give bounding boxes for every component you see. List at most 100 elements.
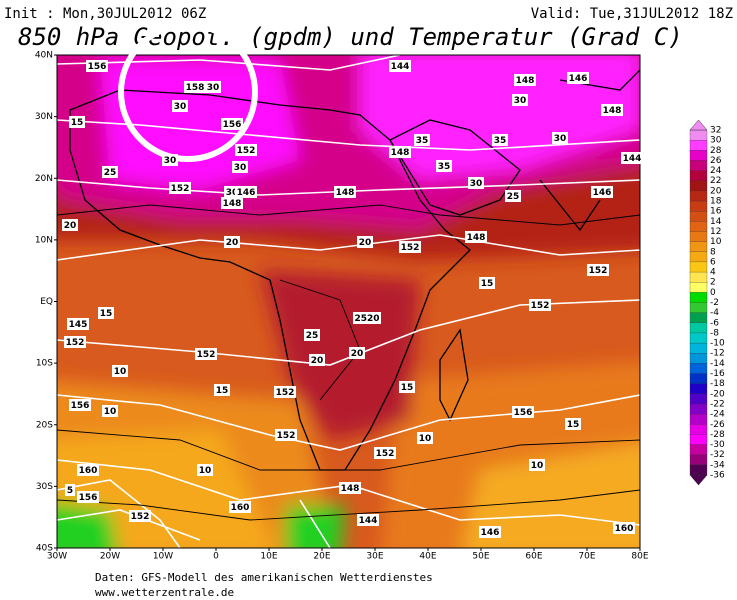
contour-label: 30	[164, 156, 177, 166]
contour-label: 5	[67, 486, 73, 496]
contour-label: 156	[71, 401, 90, 411]
contour-label: 30	[470, 179, 483, 189]
contour-label: 10	[199, 466, 212, 476]
contour-label: 30	[207, 83, 220, 93]
contour-label-box	[309, 354, 325, 366]
contour-label: 30	[554, 134, 567, 144]
contour-label-box	[334, 186, 356, 198]
contour-label-box	[172, 100, 188, 112]
contour-label: 152	[276, 388, 295, 398]
colorbar-band	[689, 444, 708, 456]
contour-label: 15	[216, 386, 229, 396]
lon-label: 30E	[366, 552, 383, 562]
contour-label: 35	[494, 136, 507, 146]
contour-label-box	[235, 186, 257, 198]
colorbar-label: -10	[710, 339, 725, 349]
contour-label-box	[567, 72, 589, 84]
colorbar-bottom-arrow	[689, 474, 708, 486]
colorbar-band	[689, 403, 708, 415]
contour-label: 146	[569, 74, 588, 84]
contour-label: 2520	[354, 314, 379, 324]
colorbar-band	[689, 393, 708, 405]
lat-label: 30S	[36, 482, 53, 492]
contour-label: 146	[481, 528, 500, 538]
contour-label-box	[77, 464, 99, 476]
contour-label: 30	[174, 102, 187, 112]
lon-label: 40E	[419, 552, 436, 562]
valid-time: Valid: Tue,31JUL2012 18Z	[531, 6, 733, 22]
contour-label-box	[275, 429, 297, 441]
colorbar-band	[689, 342, 708, 354]
colorbar-label: -16	[710, 369, 725, 379]
contour-label-box	[229, 501, 251, 513]
contour-label-box	[77, 491, 99, 503]
contour-label: 152	[197, 350, 216, 360]
colorbar-band	[689, 282, 708, 294]
contour-label-box	[62, 219, 78, 231]
contour-label-box	[195, 348, 217, 360]
colorbar-label: -28	[710, 430, 725, 440]
colorbar-label: 0	[710, 288, 716, 298]
contour-label-box	[184, 81, 206, 93]
lat-label: 20N	[35, 174, 53, 184]
contour-label-box	[591, 186, 613, 198]
contour-label-box	[98, 307, 114, 319]
colorbar-band	[689, 383, 708, 395]
contour-label: 148	[223, 199, 242, 209]
contour-label-box	[479, 277, 495, 289]
contour-label-box	[64, 336, 86, 348]
contour-label: 10	[419, 434, 432, 444]
colorbar-band	[689, 413, 708, 425]
contour-label-box	[399, 381, 415, 393]
contour-label: 158	[186, 83, 205, 93]
colorbar-band	[689, 373, 708, 385]
contour-label: 156	[223, 120, 242, 130]
contour-label: 20	[359, 238, 372, 248]
contour-label: 10	[531, 461, 544, 471]
contour-label-box	[565, 418, 581, 430]
contour-label: 15	[71, 118, 84, 128]
lon-label: 10E	[260, 552, 277, 562]
colorbar-band	[689, 139, 708, 151]
contour-label: 30	[514, 96, 527, 106]
contour-label: 148	[516, 76, 535, 86]
colorbar-band	[689, 190, 708, 202]
contour-label: 148	[336, 188, 355, 198]
lon-label: 70E	[578, 552, 595, 562]
colorbar-band	[689, 160, 708, 172]
lon-label: 50E	[472, 552, 489, 562]
contour-label: 30	[226, 188, 239, 198]
contour-label: 148	[391, 148, 410, 158]
contour-label-box	[353, 312, 381, 324]
contour-label-box	[512, 406, 534, 418]
colorbar-band	[689, 200, 708, 212]
contour-label: 146	[593, 188, 612, 198]
contour-label: 152	[531, 301, 550, 311]
lat-label: 40N	[35, 51, 53, 61]
lon-label: 20W	[100, 552, 120, 562]
colorbar-label: -20	[710, 389, 725, 399]
colorbar-label: 22	[710, 176, 721, 186]
contour-label-box	[102, 405, 118, 417]
colorbar-band	[689, 180, 708, 192]
contour-label: 160	[615, 524, 634, 534]
contour-label: 15	[401, 383, 414, 393]
contour-label: 20	[311, 356, 324, 366]
colorbar-band	[689, 211, 708, 222]
contour-label-box	[214, 384, 230, 396]
colorbar-label: 30	[710, 136, 722, 146]
contour-label: 10	[114, 367, 127, 377]
colorbar-label: -2	[710, 298, 719, 308]
lon-label: 30W	[47, 552, 67, 562]
contour-label: 152	[401, 243, 420, 253]
contour-label: 148	[467, 233, 486, 243]
contour-label: 160	[231, 503, 250, 513]
colorbar-label: -30	[710, 440, 725, 450]
lat-label: 10N	[35, 235, 53, 245]
footer-url: www.wetterzentrale.de	[95, 586, 234, 599]
colorbar-label: -22	[710, 399, 725, 409]
colorbar-label: -36	[710, 471, 725, 481]
contour-label-box	[479, 526, 501, 538]
contour-label: 35	[416, 136, 429, 146]
